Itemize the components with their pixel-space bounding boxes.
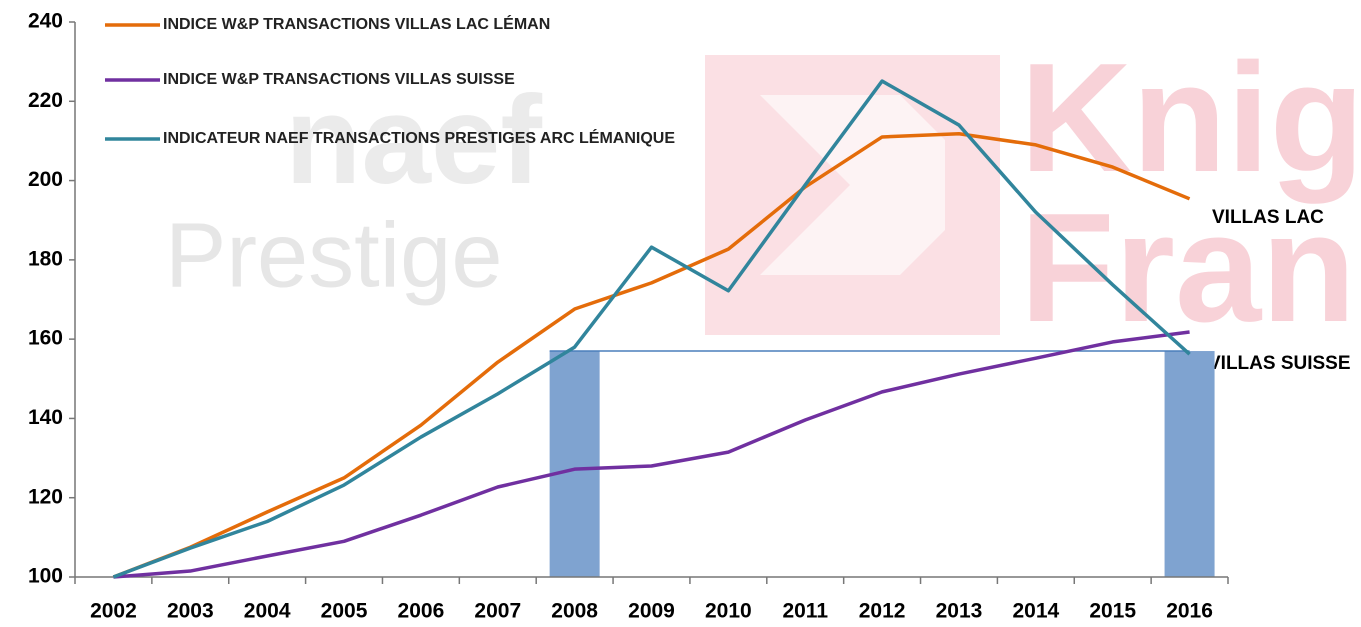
watermark: naef: [285, 71, 542, 210]
x-tick-label: 2004: [244, 600, 291, 623]
x-tick-label: 2006: [398, 600, 445, 623]
x-tick-label: 2002: [90, 600, 137, 623]
watermark-logo: [760, 95, 945, 275]
y-tick-label: 160: [28, 327, 63, 350]
x-tick-label: 2013: [936, 600, 983, 623]
x-tick-label: 2011: [782, 600, 828, 623]
x-tick-label: 2005: [321, 600, 368, 623]
x-tick-label: 2003: [167, 600, 214, 623]
annotation: VILLAS LAC: [1212, 207, 1324, 228]
x-tick-label: 2010: [705, 600, 752, 623]
bar: [1164, 351, 1215, 577]
annotation: VILLAS SUISSE: [1208, 353, 1351, 374]
x-tick-label: 2009: [628, 600, 675, 623]
legend-label: INDICATEUR NAEF TRANSACTIONS PRESTIGES A…: [163, 130, 676, 147]
x-tick-label: 2012: [859, 600, 906, 623]
y-tick-label: 120: [28, 485, 63, 508]
y-tick-label: 100: [28, 565, 63, 588]
y-tick-label: 200: [28, 168, 63, 191]
watermark: Frank: [1020, 181, 1361, 354]
x-tick-label: 2008: [551, 600, 598, 623]
series-line: [112, 132, 1191, 579]
legend-label: INDICE W&P TRANSACTIONS VILLAS SUISSE: [163, 71, 515, 88]
x-tick-label: 2007: [474, 600, 521, 623]
legend-label: INDICE W&P TRANSACTIONS VILLAS LAC LÉMAN: [163, 16, 551, 33]
y-tick-label: 180: [28, 247, 63, 270]
y-tick-label: 140: [28, 406, 63, 429]
x-tick-label: 2016: [1166, 600, 1213, 623]
y-tick-label: 220: [28, 89, 63, 112]
y-tick-label: 240: [28, 10, 63, 33]
bar: [549, 351, 600, 577]
series-line: [112, 79, 1191, 579]
x-tick-label: 2015: [1089, 600, 1136, 623]
series-line: [113, 330, 1190, 579]
x-tick-label: 2014: [1012, 600, 1059, 623]
watermark: Prestige: [165, 204, 503, 306]
watermark: Knight: [1020, 31, 1361, 204]
